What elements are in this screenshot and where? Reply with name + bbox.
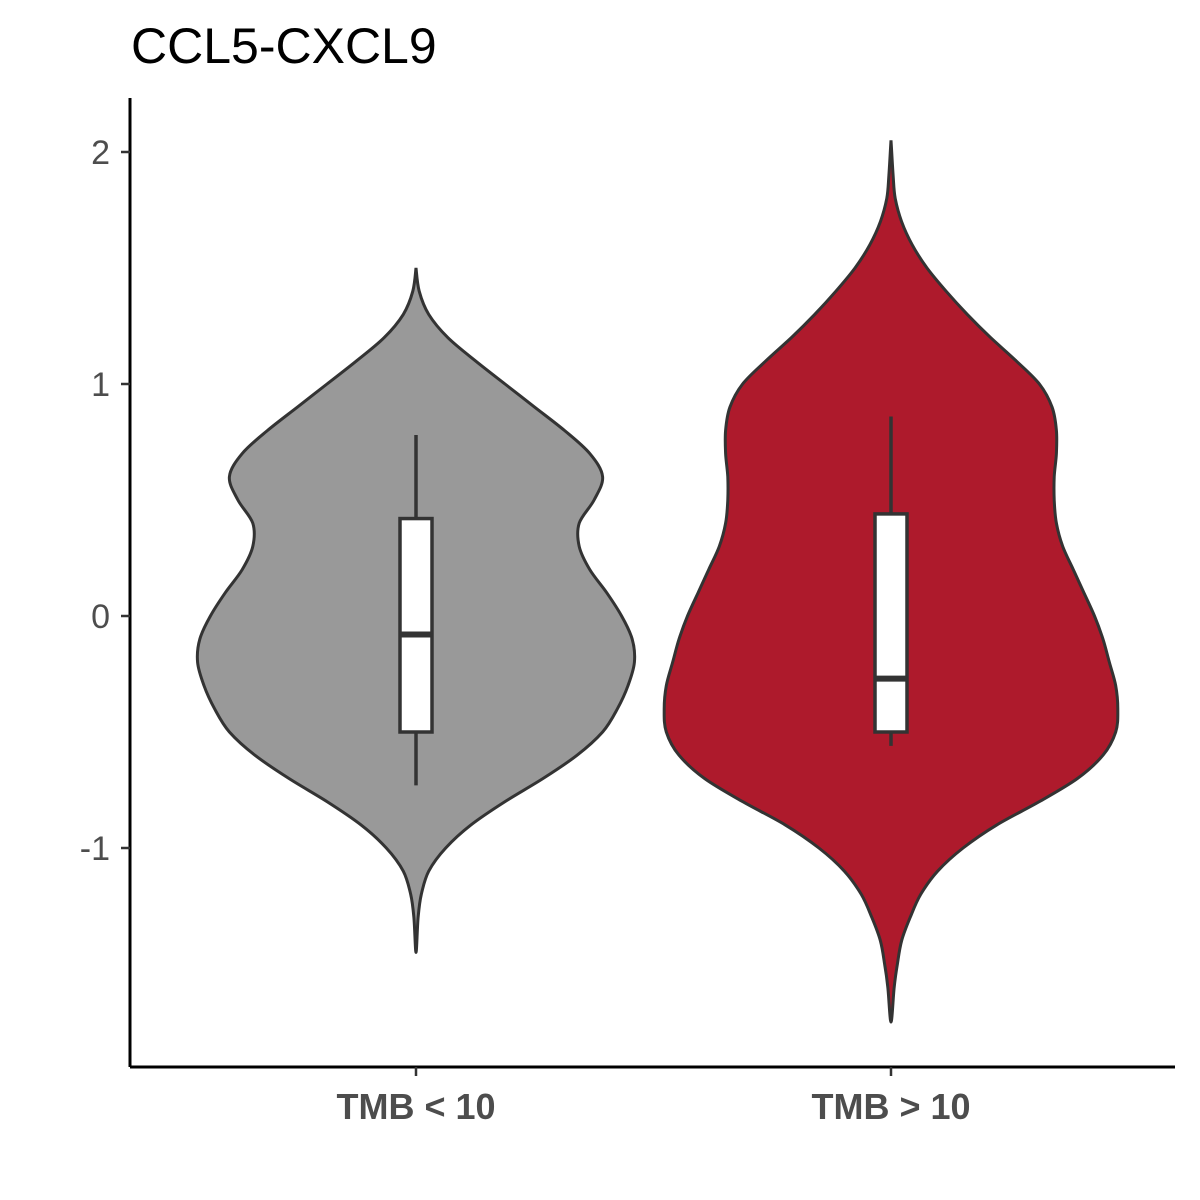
y-tick-label: 0 bbox=[91, 598, 110, 636]
violin-group-tmb-lt-10 bbox=[195, 267, 637, 954]
y-tick-label: 2 bbox=[91, 134, 110, 172]
y-tick-label: -1 bbox=[80, 830, 110, 868]
x-tick-label: TMB < 10 bbox=[336, 1086, 495, 1127]
x-tick-label: TMB > 10 bbox=[811, 1086, 970, 1127]
box-tmb-lt-10 bbox=[398, 516, 434, 734]
plot-area bbox=[195, 140, 1120, 1024]
y-tick-label: 1 bbox=[91, 366, 110, 404]
chart-title: CCL5-CXCL9 bbox=[131, 18, 437, 74]
axes: -1 0 1 2 TMB < 10 TMB > 10 bbox=[80, 98, 1175, 1127]
violin-group-tmb-gt-10 bbox=[662, 140, 1120, 1024]
box-tmb-gt-10 bbox=[873, 512, 909, 734]
